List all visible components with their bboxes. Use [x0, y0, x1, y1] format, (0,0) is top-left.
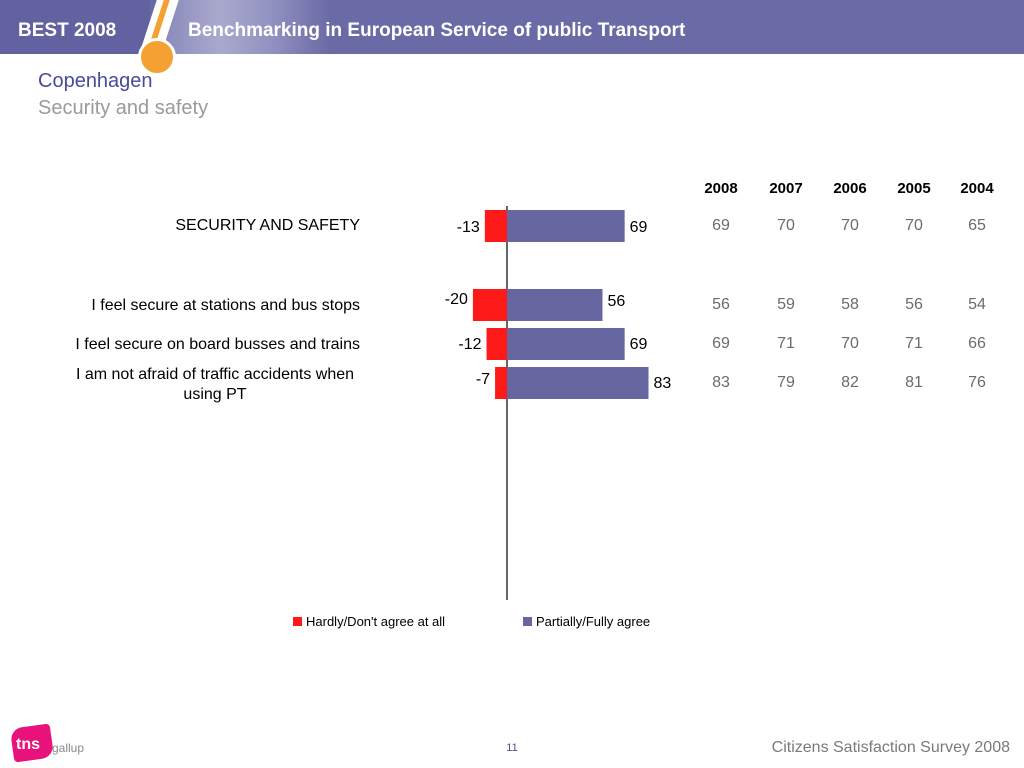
year-cell: 82 [841, 374, 859, 391]
value-label-positive: 56 [607, 293, 625, 310]
year-cell: 70 [777, 217, 795, 234]
header-banner: BEST 2008 Benchmarking in European Servi… [0, 0, 1024, 76]
legend-item-negative: Hardly/Don't agree at all [293, 614, 445, 629]
year-cell: 69 [712, 217, 730, 234]
legend-swatch-red [293, 617, 302, 626]
page-number: 11 [506, 742, 518, 754]
page-subtitle: Security and safety [38, 97, 209, 119]
category-label: SECURITY AND SAFETY [175, 217, 360, 234]
legend-label: Hardly/Don't agree at all [306, 614, 446, 629]
category-label: I am not afraid of traffic accidents whe… [75, 366, 355, 403]
year-cell: 70 [841, 335, 859, 352]
value-label-positive: 69 [630, 336, 648, 353]
page-title: Copenhagen [38, 70, 153, 92]
banner-photo [160, 0, 330, 54]
orange-dot-ornament [138, 38, 176, 76]
tns-logo-text: tns [16, 736, 40, 753]
legend-label: Partially/Fully agree [536, 614, 651, 629]
bar-positive [507, 210, 625, 242]
category-label: I feel secure on board busses and trains [75, 336, 360, 353]
bar-negative [495, 367, 507, 399]
value-label-negative: -7 [476, 371, 490, 388]
year-cell: 70 [905, 217, 923, 234]
year-cell: 69 [712, 335, 730, 352]
year-cell: 58 [841, 296, 859, 313]
bar-positive [507, 367, 649, 399]
banner-title: Benchmarking in European Service of publ… [188, 20, 686, 41]
year-cell: 56 [905, 296, 923, 313]
year-cell: 56 [712, 296, 730, 313]
brand-name: BEST 2008 [18, 20, 117, 41]
year-cell: 59 [777, 296, 795, 313]
value-label-positive: 83 [654, 375, 672, 392]
survey-name: Citizens Satisfaction Survey 2008 [771, 739, 1010, 756]
year-header: 2004 [960, 180, 994, 197]
year-cell: 79 [777, 374, 795, 391]
bar-negative [472, 289, 507, 321]
year-header: 2005 [897, 180, 931, 197]
value-label-negative: -20 [445, 291, 468, 308]
gallup-logo-text: gallup [52, 741, 85, 755]
banner-brand-area [0, 0, 150, 54]
value-label-negative: -13 [457, 219, 480, 236]
legend-swatch-purple [523, 617, 532, 626]
year-cell: 54 [968, 296, 986, 313]
year-header: 2008 [704, 180, 738, 197]
year-header: 2007 [769, 180, 803, 197]
category-label: I feel secure at stations and bus stops [91, 297, 360, 314]
year-cell: 65 [968, 217, 986, 234]
bar-positive [507, 328, 625, 360]
year-cell: 81 [905, 374, 923, 391]
year-cell: 76 [968, 374, 986, 391]
year-cell: 71 [905, 335, 923, 352]
year-cell: 83 [712, 374, 730, 391]
year-cell: 71 [777, 335, 795, 352]
bar-positive [507, 289, 603, 321]
year-header: 2006 [833, 180, 867, 197]
bar-negative [486, 328, 507, 360]
year-cell: 66 [968, 335, 986, 352]
year-cell: 70 [841, 217, 859, 234]
value-label-positive: 69 [630, 219, 648, 236]
legend-item-positive: Partially/Fully agree [523, 614, 650, 629]
bar-negative [484, 210, 507, 242]
value-label-negative: -12 [458, 336, 481, 353]
